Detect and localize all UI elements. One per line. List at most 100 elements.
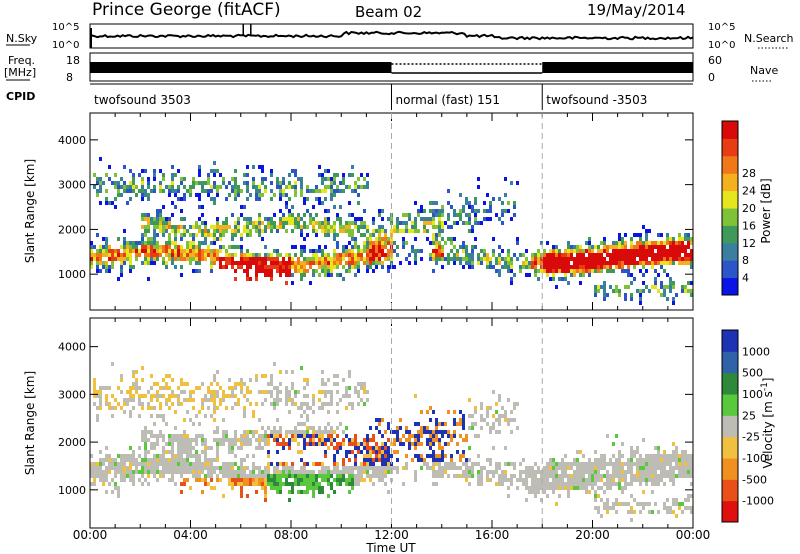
power-cell [105,201,108,205]
velocity-cell [486,406,489,410]
velocity-cell [222,430,225,434]
power-cell [627,269,630,273]
velocity-cell [186,438,189,442]
velocity-cell [129,462,132,466]
velocity-cell [177,454,180,458]
power-cell [684,261,687,265]
velocity-cell [582,466,585,470]
velocity-cell [399,438,402,442]
power-cell [435,253,438,257]
power-cell [342,253,345,257]
power-cell [297,225,300,229]
power-cell [234,177,237,181]
velocity-cell [261,426,264,430]
velocity-cell [492,422,495,426]
velocity-cell [336,402,339,406]
velocity-cell [648,474,651,478]
power-cell [666,237,669,241]
velocity-cell [129,470,132,474]
power-cell [174,241,177,245]
velocity-cell [462,438,465,442]
velocity-cell [201,442,204,446]
velocity-cell [168,442,171,446]
velocity-cell [327,434,330,438]
power-cell [501,201,504,205]
velocity-cell [105,446,108,450]
velocity-cell [612,482,615,486]
velocity-cell [129,474,132,478]
velocity-cell [189,470,192,474]
velocity-cell [174,466,177,470]
velocity-cell [264,474,267,478]
velocity-cell [369,426,372,430]
power-cell [576,261,579,265]
velocity-cell [618,466,621,470]
velocity-cell [402,434,405,438]
velocity-cell [564,482,567,486]
velocity-cell [174,470,177,474]
velocity-colorbar-swatch [722,330,738,352]
velocity-cell [225,462,228,466]
power-cell [192,245,195,249]
velocity-cell [201,466,204,470]
velocity-cell [147,474,150,478]
power-cell [579,269,582,273]
power-cell [213,201,216,205]
velocity-cell [303,434,306,438]
power-cell [468,221,471,225]
velocity-cell [198,470,201,474]
velocity-cell [318,430,321,434]
power-cell [525,257,528,261]
velocity-cell [447,442,450,446]
power-cell [345,253,348,257]
power-cell [321,257,324,261]
velocity-cell [93,474,96,478]
power-cell [591,261,594,265]
power-cell [447,217,450,221]
velocity-cell [201,406,204,410]
power-cell [180,225,183,229]
velocity-cell [303,462,306,466]
velocity-cell [117,494,120,498]
velocity-cell [273,434,276,438]
velocity-cell [222,466,225,470]
power-cell [429,217,432,221]
power-cell [564,273,567,277]
velocity-cell [297,406,300,410]
velocity-cell [339,478,342,482]
power-cell [546,269,549,273]
velocity-cell [264,466,267,470]
velocity-cell [489,426,492,430]
power-cell [213,229,216,233]
power-cell [162,229,165,233]
velocity-cell [618,474,621,478]
velocity-cell [366,474,369,478]
velocity-cell [621,466,624,470]
velocity-cell [615,466,618,470]
power-cell [618,245,621,249]
power-cell [150,261,153,265]
velocity-cell [633,478,636,482]
velocity-cell [546,470,549,474]
velocity-cell [288,394,291,398]
power-cell [177,185,180,189]
power-cell [681,241,684,245]
power-cell [600,249,603,253]
power-cell [645,233,648,237]
power-cell [375,261,378,265]
power-cell [339,221,342,225]
velocity-cell [240,478,243,482]
velocity-cell [255,478,258,482]
power-cell [177,253,180,257]
velocity-cell [114,458,117,462]
power-cell [651,265,654,269]
velocity-cell [312,430,315,434]
velocity-cell [432,454,435,458]
velocity-cell [279,382,282,386]
velocity-cell [633,462,636,466]
power-cell [333,193,336,197]
velocity-cell [228,470,231,474]
velocity-cell [297,450,300,454]
power-cell [201,249,204,253]
velocity-cell [291,402,294,406]
